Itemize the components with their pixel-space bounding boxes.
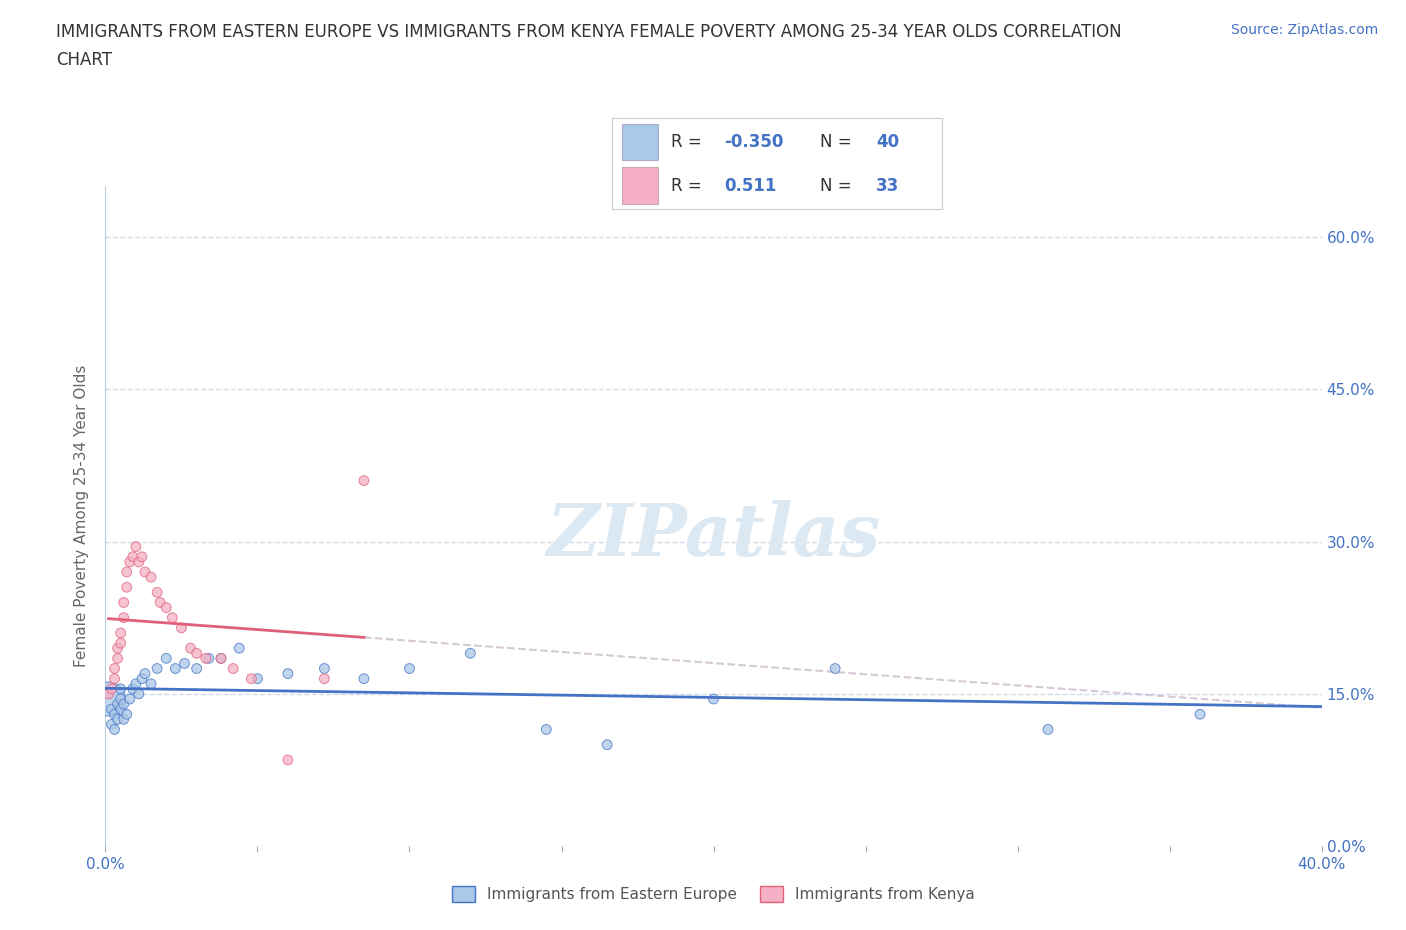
Point xyxy=(277,666,299,681)
Point xyxy=(702,692,725,707)
Point xyxy=(103,722,125,737)
Point xyxy=(100,717,122,732)
Point xyxy=(209,651,232,666)
Point xyxy=(1036,722,1059,737)
Point xyxy=(115,565,138,579)
Point xyxy=(110,636,132,651)
Text: Source: ZipAtlas.com: Source: ZipAtlas.com xyxy=(1230,23,1378,37)
Point xyxy=(180,641,202,656)
Point xyxy=(194,651,217,666)
Point xyxy=(103,707,125,722)
Point xyxy=(97,686,120,701)
Point xyxy=(536,722,558,737)
Y-axis label: Female Poverty Among 25-34 Year Olds: Female Poverty Among 25-34 Year Olds xyxy=(75,365,90,668)
Point xyxy=(134,565,156,579)
Point xyxy=(209,651,232,666)
Point xyxy=(170,620,193,635)
Point xyxy=(107,651,129,666)
Text: CHART: CHART xyxy=(56,51,112,69)
Point xyxy=(240,671,263,686)
Point xyxy=(121,550,143,565)
Point xyxy=(107,641,129,656)
Point xyxy=(131,671,153,686)
Point xyxy=(115,707,138,722)
Text: 0.511: 0.511 xyxy=(724,177,776,194)
Point xyxy=(228,641,250,656)
Point xyxy=(110,702,132,717)
Point xyxy=(353,671,375,686)
Point xyxy=(353,473,375,488)
Point xyxy=(186,645,208,660)
Point xyxy=(314,661,336,676)
Point xyxy=(149,595,172,610)
Point xyxy=(100,702,122,717)
Point xyxy=(112,711,135,726)
Point xyxy=(165,661,187,676)
Point xyxy=(222,661,245,676)
Point xyxy=(112,697,135,711)
Point xyxy=(139,570,162,585)
Point xyxy=(146,585,169,600)
Point xyxy=(146,661,169,676)
Text: N =: N = xyxy=(820,133,856,151)
Point xyxy=(155,651,177,666)
Text: N =: N = xyxy=(820,177,856,194)
Point xyxy=(125,676,148,691)
Point xyxy=(110,682,132,697)
Bar xyxy=(621,124,658,160)
Point xyxy=(458,645,481,660)
Point xyxy=(100,682,122,697)
Text: R =: R = xyxy=(671,133,707,151)
Point xyxy=(246,671,269,686)
Point xyxy=(155,600,177,615)
Point xyxy=(107,711,129,726)
Point xyxy=(112,595,135,610)
Legend: Immigrants from Eastern Europe, Immigrants from Kenya: Immigrants from Eastern Europe, Immigran… xyxy=(446,880,981,908)
Point xyxy=(97,692,120,707)
Point xyxy=(1188,707,1211,722)
Point xyxy=(131,550,153,565)
Point xyxy=(398,661,420,676)
Point xyxy=(112,610,135,625)
Point xyxy=(121,682,143,697)
Point xyxy=(103,661,125,676)
Point xyxy=(115,579,138,594)
Point xyxy=(118,692,141,707)
Text: -0.350: -0.350 xyxy=(724,133,783,151)
Point xyxy=(198,651,221,666)
Point xyxy=(134,666,156,681)
Point xyxy=(110,626,132,641)
Text: 33: 33 xyxy=(876,177,900,194)
Point xyxy=(173,656,195,671)
Point xyxy=(128,686,150,701)
Point xyxy=(128,554,150,569)
Point xyxy=(107,697,129,711)
Text: IMMIGRANTS FROM EASTERN EUROPE VS IMMIGRANTS FROM KENYA FEMALE POVERTY AMONG 25-: IMMIGRANTS FROM EASTERN EUROPE VS IMMIGR… xyxy=(56,23,1122,41)
Point xyxy=(162,610,184,625)
Point xyxy=(139,676,162,691)
Text: ZIPatlas: ZIPatlas xyxy=(547,500,880,571)
Point xyxy=(110,692,132,707)
Point xyxy=(314,671,336,686)
Bar xyxy=(621,167,658,204)
Point xyxy=(186,661,208,676)
Point xyxy=(125,539,148,554)
Point xyxy=(596,737,619,752)
Point xyxy=(824,661,846,676)
Point xyxy=(118,554,141,569)
Text: 40: 40 xyxy=(876,133,898,151)
Text: R =: R = xyxy=(671,177,707,194)
Point xyxy=(103,671,125,686)
Point xyxy=(277,752,299,767)
